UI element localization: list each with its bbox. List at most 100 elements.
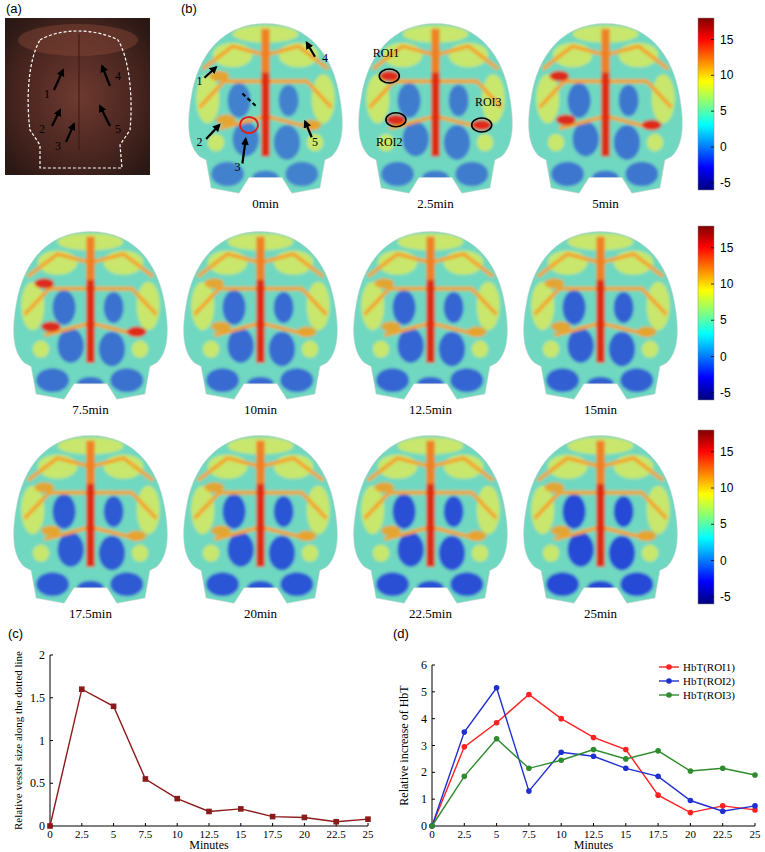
colorbar-label: 10 bbox=[720, 277, 734, 291]
heatmap-content bbox=[178, 228, 343, 401]
heat-vessel bbox=[601, 493, 667, 519]
y-tick bbox=[50, 655, 53, 656]
heat-cool bbox=[398, 532, 424, 567]
heat-midline-top bbox=[256, 237, 264, 280]
x-tick-label: 2.5 bbox=[457, 828, 471, 840]
colorbar-label: 15 bbox=[720, 33, 734, 47]
heat-cool bbox=[568, 328, 594, 363]
heat-cool bbox=[609, 332, 635, 367]
heat-midline bbox=[86, 484, 94, 567]
y-tick-label: 0.5 bbox=[30, 776, 45, 790]
heat-cool bbox=[455, 162, 488, 187]
heat-midline bbox=[601, 73, 609, 157]
x-tick-label: 0 bbox=[47, 828, 53, 840]
head-outline bbox=[359, 24, 513, 194]
colorbar-tick bbox=[711, 356, 714, 357]
heatmap-content bbox=[183, 20, 348, 195]
x-tick-label: 10 bbox=[556, 828, 568, 840]
heat-midline-top bbox=[86, 441, 94, 484]
heat-cool bbox=[58, 328, 84, 363]
heat-cool bbox=[376, 368, 409, 392]
point bbox=[365, 816, 371, 822]
heat-base bbox=[523, 20, 688, 195]
legend-marker bbox=[666, 692, 672, 698]
arrow bbox=[66, 124, 74, 142]
time-label: 12.5min bbox=[409, 402, 452, 417]
point bbox=[688, 768, 694, 774]
heat-hotspot bbox=[642, 120, 662, 130]
heat-base bbox=[183, 20, 348, 195]
heat-hotspot bbox=[467, 327, 487, 337]
arrow-label: 3 bbox=[234, 160, 240, 174]
heat-cool bbox=[439, 536, 465, 571]
heat-midline bbox=[86, 280, 94, 363]
x-tick bbox=[561, 823, 562, 826]
colorbar-tick bbox=[711, 451, 714, 452]
heat-warm bbox=[472, 340, 489, 357]
colorbar-tick bbox=[711, 596, 714, 597]
heat-hotspot bbox=[211, 321, 231, 331]
colorbar-label: 10 bbox=[720, 481, 734, 495]
point bbox=[206, 809, 212, 815]
heatmap-content bbox=[523, 20, 688, 195]
palate-outline bbox=[28, 31, 131, 168]
head-outline bbox=[14, 435, 168, 603]
heat-vessel bbox=[538, 254, 601, 276]
x-tick-label: 17.5 bbox=[648, 828, 668, 840]
colorbar-label: 0 bbox=[720, 140, 727, 154]
heat-cool bbox=[274, 292, 294, 323]
point bbox=[688, 798, 694, 804]
x-tick-label: 7.5 bbox=[139, 828, 153, 840]
roi-outline bbox=[386, 113, 406, 127]
heat-midline bbox=[256, 280, 264, 363]
y-tick-label: 6 bbox=[421, 658, 427, 672]
heat-midline-top bbox=[426, 441, 434, 484]
heat-midline bbox=[596, 484, 604, 567]
heat-warm bbox=[203, 544, 220, 561]
point bbox=[526, 692, 532, 698]
x-tick bbox=[593, 823, 594, 826]
figure: (a)12345(b)0min2.5min5min7.5min10min12.5… bbox=[0, 0, 765, 852]
y-tick bbox=[432, 665, 435, 666]
x-tick bbox=[240, 823, 241, 826]
arrow bbox=[206, 125, 219, 139]
heat-vessel bbox=[91, 458, 154, 480]
heat-cool bbox=[449, 85, 469, 117]
heatmap-frame bbox=[8, 228, 173, 401]
heatmap-scaled bbox=[353, 20, 518, 195]
heat-cool bbox=[393, 290, 416, 325]
x-tick-label: 2.5 bbox=[75, 828, 89, 840]
heat-hotspot bbox=[472, 120, 492, 130]
heat-base bbox=[518, 432, 683, 605]
point bbox=[143, 776, 149, 782]
heat-hotspot bbox=[34, 482, 54, 492]
heat-cool bbox=[223, 494, 246, 529]
heat-hotspot bbox=[379, 71, 399, 82]
heatmap-frame bbox=[178, 228, 343, 401]
colorbar-scale bbox=[698, 226, 714, 400]
heatmap-scaled bbox=[348, 228, 513, 401]
colorbar-tick bbox=[711, 147, 714, 148]
heat-cool bbox=[614, 496, 634, 527]
colorbar-tick bbox=[711, 488, 714, 489]
heat-midline bbox=[431, 73, 439, 157]
x-tick-label: 20 bbox=[685, 828, 697, 840]
heat-warm bbox=[373, 340, 390, 357]
point bbox=[591, 735, 597, 741]
arrow-label: 5 bbox=[115, 122, 121, 136]
time-label: 20min bbox=[244, 606, 278, 621]
heat-vessel bbox=[601, 458, 664, 480]
heat-warm bbox=[548, 134, 565, 152]
heat-cool bbox=[573, 122, 599, 157]
heat-hotspot bbox=[381, 321, 401, 331]
heatmap-scaled bbox=[178, 228, 343, 401]
colorbar-label: -5 bbox=[720, 176, 731, 190]
series-line bbox=[432, 739, 755, 826]
heat-vessel bbox=[25, 493, 91, 519]
point bbox=[462, 744, 468, 750]
point bbox=[429, 823, 435, 829]
point bbox=[526, 788, 532, 794]
heat-vessel bbox=[431, 493, 497, 519]
colorbar-tick bbox=[711, 182, 714, 183]
heat-hotspot bbox=[211, 525, 231, 535]
